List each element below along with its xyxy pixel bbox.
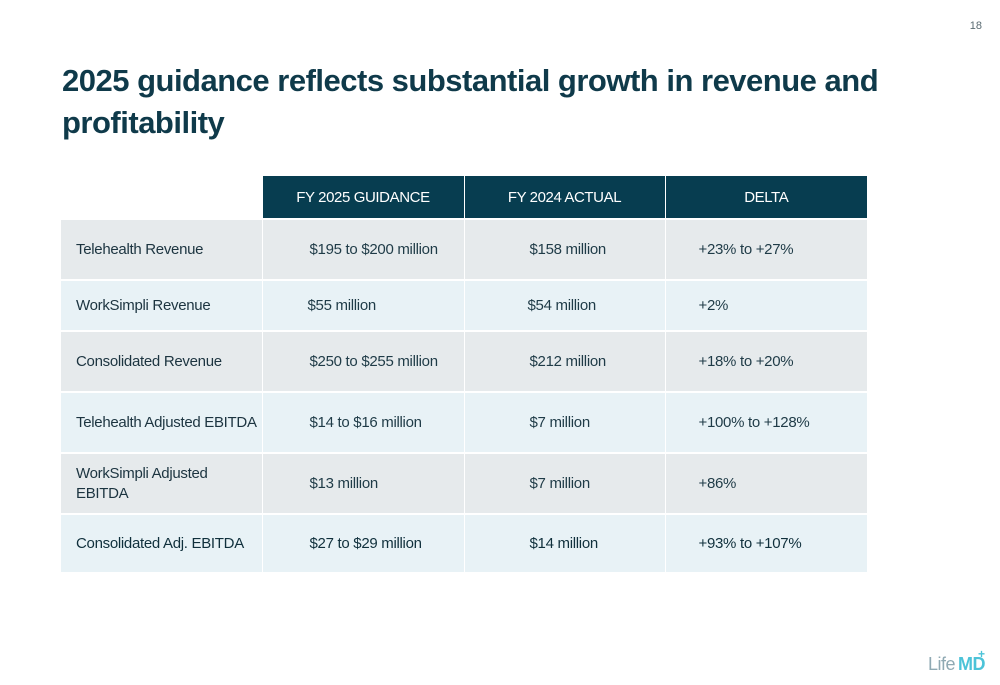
actual-cell: $7 million <box>464 452 666 514</box>
header-blank-cell <box>61 176 263 219</box>
header-fy2024-actual: FY 2024 ACTUAL <box>464 176 666 219</box>
header-fy2025-guidance: FY 2025 GUIDANCE <box>262 176 465 219</box>
table-row: Consolidated Adj. EBITDA $27 to $29 mill… <box>61 513 867 572</box>
metric-cell: WorkSimpli Revenue <box>61 279 263 331</box>
actual-cell: $7 million <box>464 391 666 453</box>
plus-icon: + <box>978 647 986 661</box>
delta-cell: +100% to +128% <box>665 391 867 453</box>
table-row: Telehealth Revenue $195 to $200 million … <box>61 218 867 280</box>
page-number: 18 <box>969 20 982 32</box>
logo-text-life: Life <box>928 654 956 674</box>
logo-text-md: MD <box>958 654 986 674</box>
guidance-cell: $55 million <box>262 279 465 331</box>
guidance-table: FY 2025 GUIDANCE FY 2024 ACTUAL DELTA Te… <box>61 176 867 572</box>
actual-cell: $212 million <box>464 330 666 392</box>
actual-cell: $54 million <box>464 279 666 331</box>
slide-title: 2025 guidance reflects substantial growt… <box>62 63 879 140</box>
table-row: WorkSimpli Adjusted EBITDA $13 million $… <box>61 452 867 514</box>
delta-cell: +86% <box>665 452 867 514</box>
table-header-row: FY 2025 GUIDANCE FY 2024 ACTUAL DELTA <box>61 176 867 219</box>
delta-cell: +18% to +20% <box>665 330 867 392</box>
metric-cell: Telehealth Adjusted EBITDA <box>61 391 263 453</box>
metric-cell: WorkSimpli Adjusted EBITDA <box>61 452 263 514</box>
actual-cell: $158 million <box>464 218 666 280</box>
delta-cell: +2% <box>665 279 867 331</box>
delta-cell: +93% to +107% <box>665 513 867 572</box>
guidance-cell: $14 to $16 million <box>262 391 465 453</box>
delta-cell: +23% to +27% <box>665 218 867 280</box>
table-row: Consolidated Revenue $250 to $255 millio… <box>61 330 867 392</box>
metric-cell: Telehealth Revenue <box>61 218 263 280</box>
metric-cell: Consolidated Adj. EBITDA <box>61 513 263 572</box>
lifemd-logo: Life MD + <box>928 647 986 678</box>
guidance-cell: $27 to $29 million <box>262 513 465 572</box>
table-row: WorkSimpli Revenue $55 million $54 milli… <box>61 279 867 331</box>
guidance-cell: $195 to $200 million <box>262 218 465 280</box>
guidance-cell: $13 million <box>262 452 465 514</box>
guidance-cell: $250 to $255 million <box>262 330 465 392</box>
metric-cell: Consolidated Revenue <box>61 330 263 392</box>
header-delta: DELTA <box>665 176 867 219</box>
actual-cell: $14 million <box>464 513 666 572</box>
table-row: Telehealth Adjusted EBITDA $14 to $16 mi… <box>61 391 867 453</box>
